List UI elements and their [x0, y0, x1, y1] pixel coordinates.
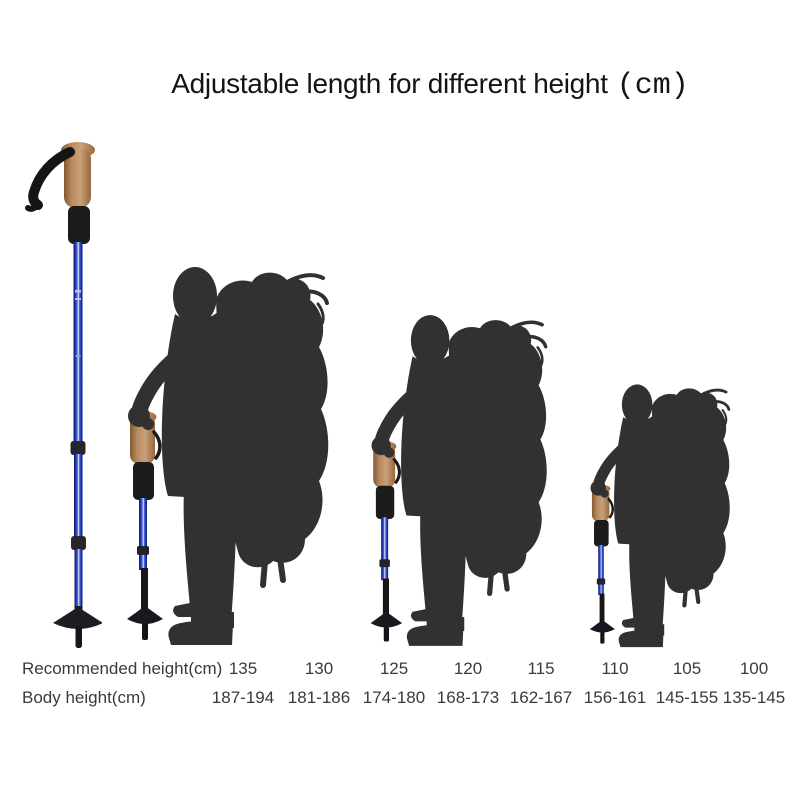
body-height-value: 145-155: [655, 688, 719, 707]
trekking-pole-icon: [25, 142, 102, 648]
recommended-height-value: 105: [672, 659, 702, 678]
recommended-height-row: Recommended height(cm) 135 130 125 120 1…: [0, 659, 800, 681]
title-text: Adjustable length for different height: [171, 68, 608, 99]
body-height-row: Body height(cm) 187-194 181-186 174-180 …: [0, 688, 800, 710]
recommended-height-value: 125: [379, 659, 409, 678]
foam-grip: [68, 206, 90, 244]
body-height-value: 174-180: [362, 688, 426, 707]
body-height-value: 162-167: [509, 688, 573, 707]
recommended-height-value: 135: [228, 659, 258, 678]
recommended-height-value: 110: [601, 659, 629, 678]
page-title: Adjustable length for different height (c…: [120, 68, 740, 103]
body-height-value: 187-194: [211, 688, 275, 707]
body-height-value: 135-145: [722, 688, 786, 707]
recommended-height-value: 130: [304, 659, 334, 678]
recommended-height-value: 100: [739, 659, 769, 678]
body-height-value: 181-186: [287, 688, 351, 707]
pole-shaft: [70, 242, 86, 611]
carbide-tip: [75, 626, 82, 648]
wrist-strap: [25, 147, 75, 212]
body-height-label: Body height(cm): [22, 688, 146, 707]
lock-collar-upper: [70, 441, 86, 455]
recommended-height-value: 120: [453, 659, 483, 678]
hiker-silhouette-small-icon: [575, 374, 734, 652]
body-height-value: 168-173: [436, 688, 500, 707]
title-unit: (cm): [616, 69, 689, 103]
recommended-height-value: 115: [527, 659, 555, 678]
hiker-silhouette-large-icon: [106, 252, 334, 652]
recommended-height-label: Recommended height(cm): [22, 659, 223, 678]
lock-collar-lower: [71, 536, 86, 550]
snow-basket: [53, 606, 102, 629]
hiker-silhouette-medium-icon: [352, 302, 552, 652]
body-height-value: 156-161: [583, 688, 647, 707]
